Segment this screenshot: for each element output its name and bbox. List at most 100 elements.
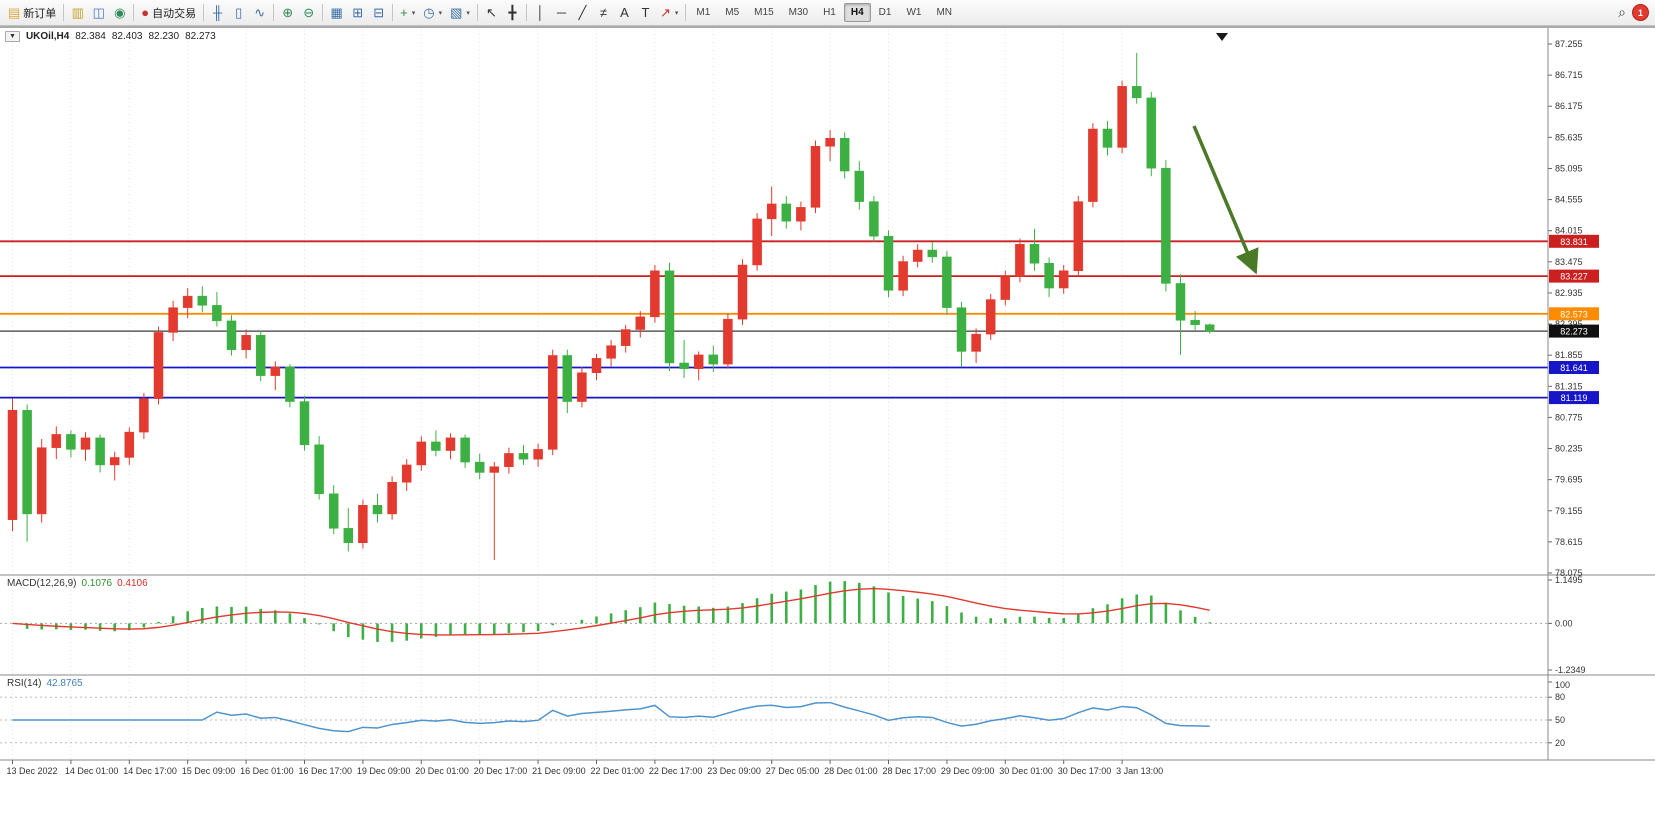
chart-header: ▼ UKOil,H4 82.384 82.403 82.230 82.273 bbox=[5, 31, 216, 42]
toolbar-separator bbox=[273, 4, 275, 21]
time-axis: 13 Dec 2022 14 Dec 01:00 14 Dec 17:00 15 De… bbox=[7, 760, 1163, 776]
svg-text:80.235: 80.235 bbox=[1555, 444, 1583, 454]
svg-text:86.715: 86.715 bbox=[1555, 70, 1583, 80]
vertical-line-button[interactable]: │ bbox=[530, 2, 551, 23]
svg-text:20: 20 bbox=[1555, 738, 1565, 748]
macd-signal-value: 0.4106 bbox=[117, 578, 148, 589]
price-axis: 87.255 86.715 86.175 85.635 85.095 84.555 84.0… bbox=[1548, 39, 1599, 578]
bar-chart-button[interactable]: ╫ bbox=[207, 2, 228, 23]
svg-text:85.095: 85.095 bbox=[1555, 163, 1583, 173]
timeframe-h4[interactable]: H4 bbox=[843, 3, 871, 22]
chart-window: 87.255 86.715 86.175 85.635 85.095 84.555 84.0… bbox=[0, 26, 1655, 827]
svg-text:30 Dec 17:00: 30 Dec 17:00 bbox=[1058, 766, 1112, 776]
timeframe-mn[interactable]: MN bbox=[929, 3, 959, 22]
fibonacci-icon: ≠ bbox=[599, 5, 607, 20]
new-order-button-label: 新订单 bbox=[23, 7, 57, 20]
timeframe-m30[interactable]: M30 bbox=[782, 3, 815, 22]
svg-text:83.227: 83.227 bbox=[1560, 272, 1588, 282]
trend-arrow-annotation[interactable] bbox=[1192, 125, 1259, 275]
svg-text:0.00: 0.00 bbox=[1555, 618, 1573, 628]
timeframe-m15[interactable]: M15 bbox=[747, 3, 780, 22]
svg-text:20 Dec 01:00: 20 Dec 01:00 bbox=[415, 766, 469, 776]
chevron-down-icon: ▾ bbox=[438, 9, 443, 17]
svg-text:15 Dec 09:00: 15 Dec 09:00 bbox=[182, 766, 236, 776]
timeframe-h1[interactable]: H1 bbox=[816, 3, 843, 22]
label-button[interactable]: T bbox=[635, 2, 656, 23]
autotrading-button[interactable]: ● 自动交易 bbox=[137, 2, 200, 23]
chart-menu-button[interactable]: ▼ bbox=[5, 31, 20, 42]
navigator-button[interactable]: ◉ bbox=[109, 2, 130, 23]
candlestick-chart-button[interactable]: ▯ bbox=[228, 2, 249, 23]
chart-canvas[interactable]: 87.255 86.715 86.175 85.635 85.095 84.555 84.0… bbox=[0, 26, 1655, 827]
navigator-icon: ◉ bbox=[114, 5, 126, 20]
chevron-down-icon: ▾ bbox=[674, 9, 679, 17]
svg-text:80: 80 bbox=[1555, 692, 1565, 702]
svg-text:81.315: 81.315 bbox=[1555, 381, 1583, 391]
shapes-button[interactable]: ↗ ▾ bbox=[656, 2, 682, 23]
timeframe-d1[interactable]: D1 bbox=[872, 3, 899, 22]
shapes-icon: ↗ bbox=[659, 5, 671, 20]
rsi-value: 42.8765 bbox=[46, 678, 83, 689]
chevron-down-icon: ▾ bbox=[411, 9, 416, 17]
chart-low-value: 82.230 bbox=[148, 31, 180, 42]
new-order-icon: ▤ bbox=[8, 5, 21, 20]
toolbar-right: ⌕ 1 bbox=[1618, 4, 1651, 21]
toolbar-separator bbox=[525, 4, 527, 21]
search-icon[interactable]: ⌕ bbox=[1618, 4, 1626, 20]
rsi-panel: 100 80 50 20 bbox=[0, 680, 1570, 748]
notification-badge[interactable]: 1 bbox=[1632, 4, 1649, 21]
toolbar: ▤ 新订单 ▥ ◫ ◉ ● 自动交易 ╫ ▯ ∿ ⊕ ⊖ ▦ ⊞ ⊟ + ▾ ◷ ▾ ▧ ▾ ↖ ╋ │ ─ ╱ ≠ A T ↗ ▾ M1 M… bbox=[0, 0, 1655, 26]
crosshair-button[interactable]: ╋ bbox=[502, 2, 523, 23]
svg-text:81.119: 81.119 bbox=[1561, 393, 1588, 403]
timeframe-bar: M1 M5 M15 M30 H1 H4 D1 W1 MN bbox=[689, 3, 959, 22]
line-chart-icon: ∿ bbox=[254, 5, 266, 20]
trendline-button[interactable]: ╱ bbox=[572, 2, 593, 23]
grid-icon: ▦ bbox=[330, 5, 343, 20]
svg-text:82.395: 82.395 bbox=[1555, 319, 1583, 329]
indicators-button[interactable]: + ▾ bbox=[396, 2, 419, 23]
cursor-button[interactable]: ↖ bbox=[481, 2, 502, 23]
tile-windows-button[interactable]: ⊞ bbox=[347, 2, 368, 23]
toolbar-separator bbox=[63, 4, 65, 21]
chart-symbol-period: UKOil,H4 bbox=[25, 31, 70, 42]
zoom-in-icon: ⊕ bbox=[282, 5, 294, 20]
templates-button[interactable]: ▧ ▾ bbox=[446, 2, 474, 23]
svg-text:83.831: 83.831 bbox=[1560, 237, 1588, 247]
candles-layer bbox=[7, 52, 1215, 561]
svg-text:27 Dec 05:00: 27 Dec 05:00 bbox=[766, 766, 820, 776]
zoom-in-button[interactable]: ⊕ bbox=[277, 2, 298, 23]
horizontal-line-button[interactable]: ─ bbox=[551, 2, 572, 23]
line-chart-button[interactable]: ∿ bbox=[249, 2, 270, 23]
market-watch-button[interactable]: ▥ bbox=[67, 2, 88, 23]
svg-text:80.775: 80.775 bbox=[1555, 412, 1583, 422]
timeframe-m1[interactable]: M1 bbox=[689, 3, 717, 22]
zoom-out-icon: ⊖ bbox=[303, 5, 315, 20]
zoom-out-button[interactable]: ⊖ bbox=[298, 2, 319, 23]
new-order-button[interactable]: ▤ 新订单 bbox=[4, 2, 60, 23]
timeframe-w1[interactable]: W1 bbox=[899, 3, 928, 22]
svg-text:14 Dec 01:00: 14 Dec 01:00 bbox=[65, 766, 119, 776]
grid-button[interactable]: ▦ bbox=[326, 2, 347, 23]
rsi-name: RSI(14) bbox=[7, 678, 42, 689]
svg-text:28 Dec 17:00: 28 Dec 17:00 bbox=[883, 766, 937, 776]
toolbar-separator bbox=[476, 4, 478, 21]
top-marker-icon[interactable] bbox=[1216, 33, 1228, 41]
data-window-button[interactable]: ◫ bbox=[88, 2, 109, 23]
cascade-windows-button[interactable]: ⊟ bbox=[368, 2, 389, 23]
fibonacci-button[interactable]: ≠ bbox=[593, 2, 614, 23]
svg-text:100: 100 bbox=[1555, 680, 1570, 690]
chevron-down-icon: ▾ bbox=[466, 9, 470, 17]
svg-text:83.475: 83.475 bbox=[1555, 257, 1583, 267]
crosshair-icon: ╋ bbox=[508, 5, 517, 20]
macd-name: MACD(12,26,9) bbox=[7, 578, 77, 589]
toolbar-separator bbox=[133, 4, 135, 21]
cascade-windows-icon: ⊟ bbox=[373, 5, 385, 20]
timeframe-m5[interactable]: M5 bbox=[718, 3, 746, 22]
svg-text:20 Dec 17:00: 20 Dec 17:00 bbox=[474, 766, 528, 776]
periods-button[interactable]: ◷ ▾ bbox=[419, 2, 446, 23]
text-button[interactable]: A bbox=[614, 2, 635, 23]
svg-text:84.015: 84.015 bbox=[1555, 226, 1583, 236]
periods-icon: ◷ bbox=[423, 5, 435, 20]
label-icon: T bbox=[641, 5, 650, 20]
cursor-icon: ↖ bbox=[485, 5, 497, 20]
